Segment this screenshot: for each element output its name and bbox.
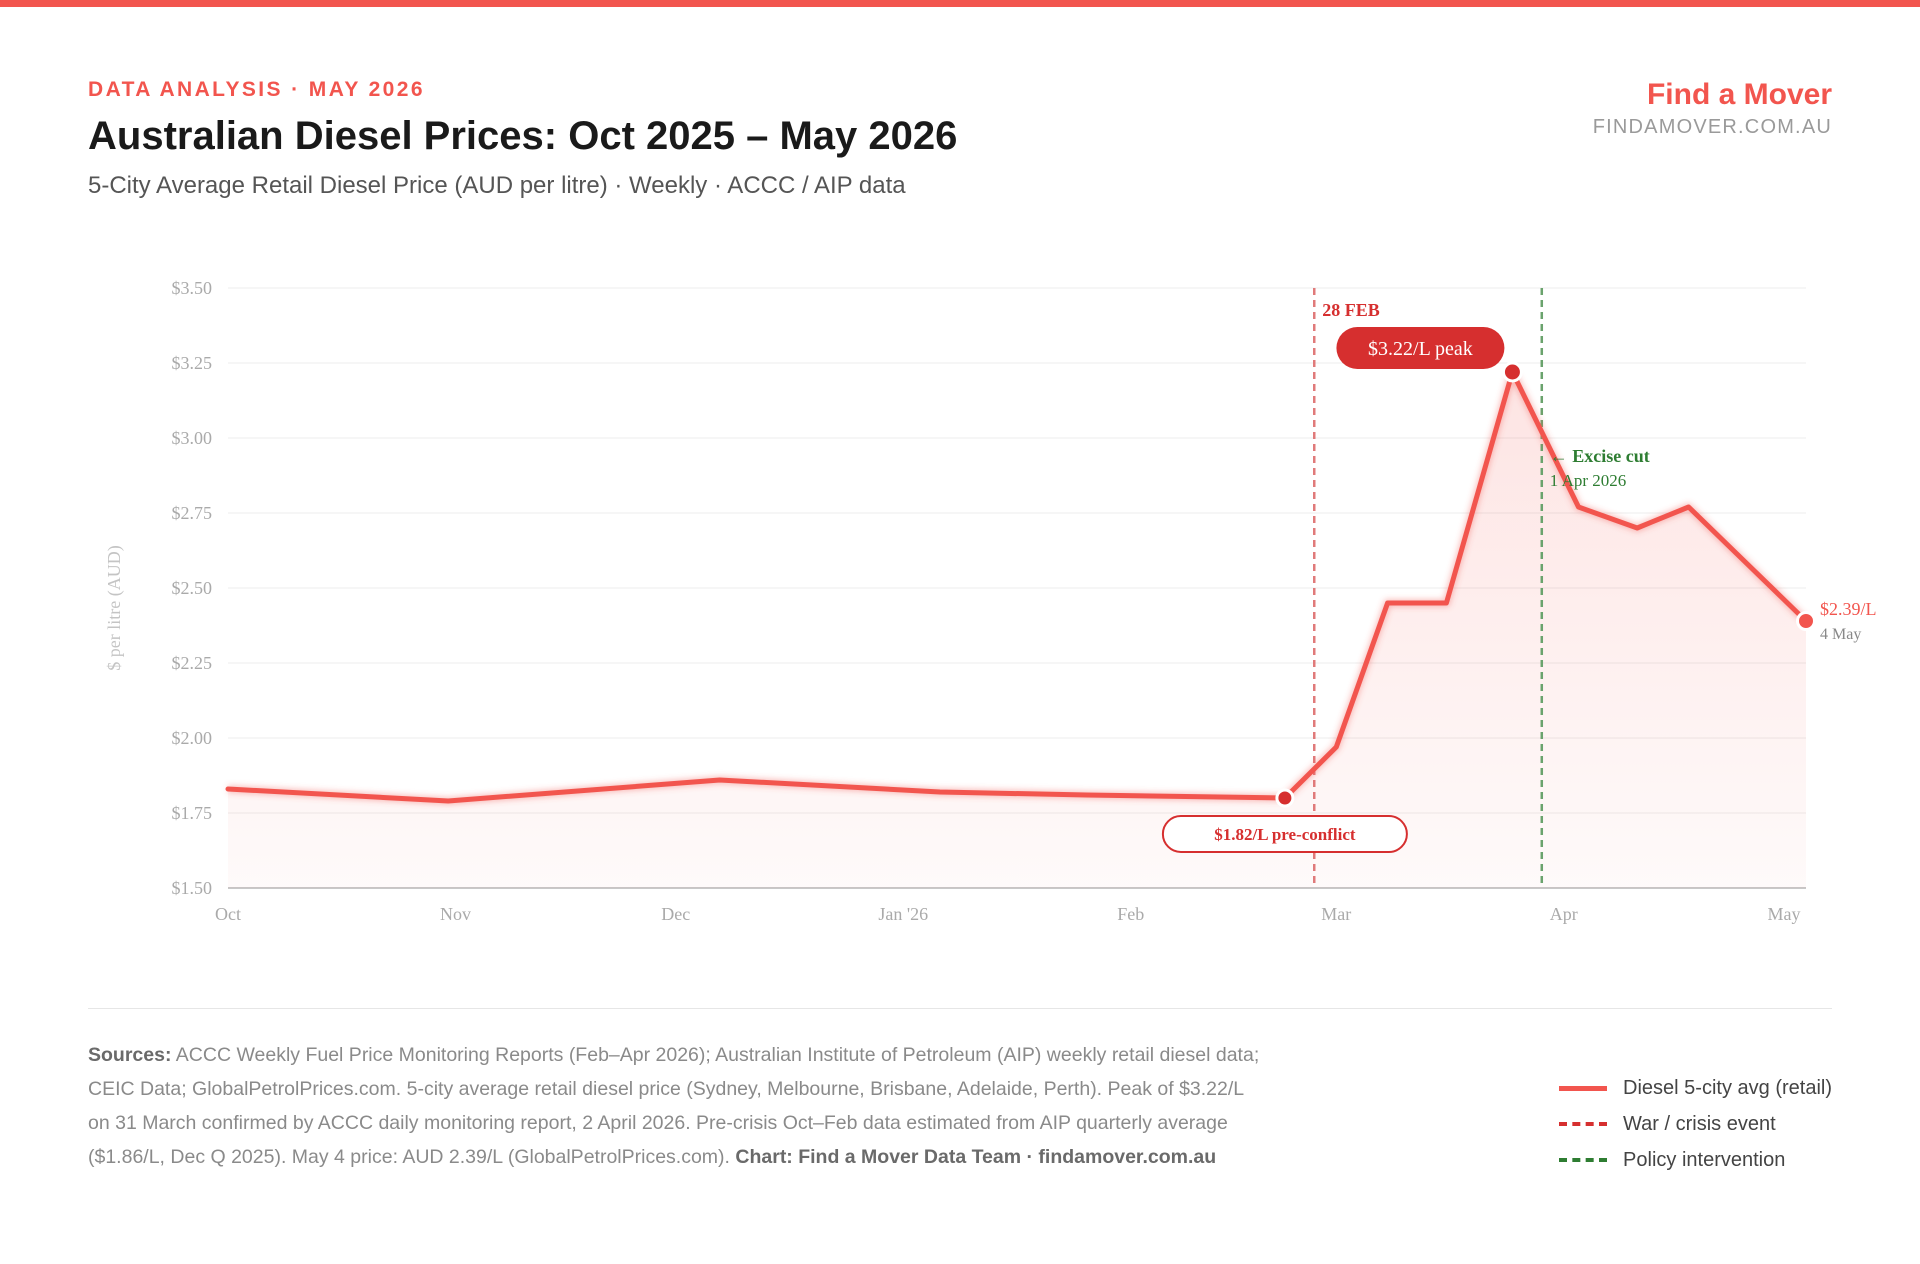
policy-event-label: ← Excise cut	[1550, 446, 1650, 466]
x-tick-label: May	[1767, 904, 1800, 924]
policy-event-sublabel: 1 Apr 2026	[1550, 471, 1627, 490]
footer-divider	[88, 1008, 1832, 1009]
sources-note: Sources: ACCC Weekly Fuel Price Monitori…	[88, 1038, 1268, 1174]
x-tick-label: Dec	[661, 904, 690, 924]
x-tick-label: Apr	[1550, 904, 1578, 924]
top-accent-bar	[0, 0, 1920, 7]
legend-label: Diesel 5-city avg (retail)	[1623, 1076, 1832, 1099]
legend-item-diesel: Diesel 5-city avg (retail)	[1559, 1070, 1832, 1106]
y-tick-label: $2.50	[172, 578, 213, 598]
latest-point	[1796, 611, 1816, 631]
peak-label: $3.22/L peak	[1368, 338, 1473, 360]
latest-sublabel: 4 May	[1820, 626, 1861, 643]
legend-label: Policy intervention	[1623, 1148, 1786, 1171]
series-line-diesel	[225, 369, 1809, 804]
series-line	[225, 368, 1809, 805]
y-tick-label: $2.25	[172, 653, 213, 673]
legend-item-policy: Policy intervention	[1559, 1142, 1832, 1178]
eyebrow-label: DATA ANALYSIS · MAY 2026	[88, 78, 425, 101]
pre-conflict-pill	[1161, 815, 1408, 853]
latest-label: $2.39/L	[1820, 599, 1877, 619]
page-title: Australian Diesel Prices: Oct 2025 – May…	[88, 114, 958, 158]
event-lines	[1313, 288, 1544, 888]
annotations: 28 FEB ← Excise cut 1 Apr 2026 $3.22/L peak…	[1161, 300, 1877, 853]
brand-block: Find a Mover FINDAMOVER.COM.AU	[1593, 78, 1832, 139]
sources-text: ACCC Weekly Fuel Price Monitoring Report…	[88, 1044, 1260, 1168]
x-tick-label: Nov	[440, 904, 471, 924]
grid: $1.50 $1.75 $2.00 $2.25 $2.50 $2.75 $3.00 $3.25…	[172, 278, 1806, 924]
legend-item-war: War / crisis event	[1559, 1106, 1832, 1142]
y-tick-label: $1.75	[172, 803, 213, 823]
legend: Diesel 5-city avg (retail) War / crisis …	[1559, 1070, 1832, 1178]
x-tick-label: Feb	[1117, 904, 1144, 924]
legend-swatch-policy	[1559, 1158, 1608, 1162]
legend-swatch-war	[1559, 1122, 1608, 1126]
peak-point	[1501, 361, 1523, 383]
diesel-price-chart: $1.50 $1.75 $2.00 $2.25 $2.50 $2.75 $3.00 $3.25…	[104, 278, 1877, 924]
x-tick-label: Jan '26	[878, 904, 928, 924]
page-subtitle: 5-City Average Retail Diesel Price (AUD …	[88, 172, 906, 199]
peak-label-pill	[1336, 327, 1505, 369]
legend-swatch-solid	[1559, 1085, 1608, 1091]
y-tick-label: $2.00	[172, 728, 213, 748]
chart-credit: Chart: Find a Mover Data Team · findamov…	[735, 1146, 1217, 1168]
legend-label: War / crisis event	[1623, 1112, 1776, 1135]
y-tick-label: $1.50	[172, 878, 213, 898]
y-tick-label: $3.50	[172, 278, 213, 298]
area-fill	[228, 372, 1806, 888]
sources-label: Sources:	[88, 1044, 172, 1066]
y-tick-label: $3.25	[172, 353, 213, 373]
x-tick-label: Mar	[1321, 904, 1351, 924]
x-tick-label: Oct	[215, 904, 241, 924]
y-tick-label: $3.00	[172, 428, 213, 448]
brand-name[interactable]: Find a Mover	[1646, 78, 1832, 111]
y-tick-label: $2.75	[172, 503, 213, 523]
y-axis-label: $ per litre (AUD)	[104, 545, 125, 670]
brand-url[interactable]: FINDAMOVER.COM.AU	[1592, 116, 1832, 138]
war-event-label: 28 FEB	[1322, 300, 1380, 320]
area-path	[228, 372, 1806, 888]
pre-conflict-label: $1.82/L pre-conflict	[1214, 825, 1356, 844]
pre-conflict-point	[1275, 788, 1295, 808]
